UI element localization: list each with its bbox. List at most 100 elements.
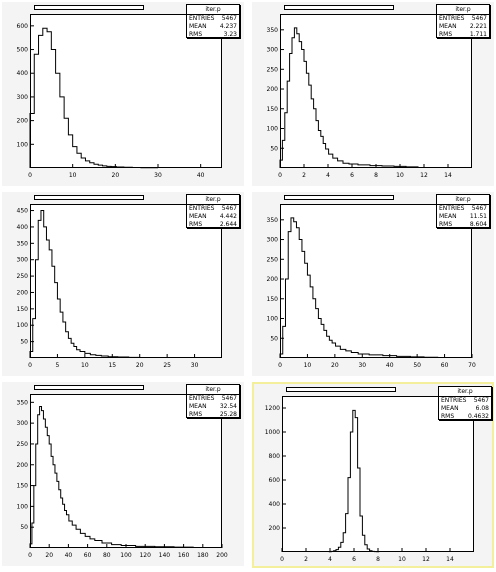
histogram-bin xyxy=(47,32,51,168)
x-tick-label: 0 xyxy=(28,362,32,369)
x-tick-label: 14 xyxy=(444,172,452,179)
histogram-bin xyxy=(64,118,68,168)
stats-mean-value: 2.221 xyxy=(469,23,487,30)
histogram-bin xyxy=(340,349,345,358)
x-tick-label: 120 xyxy=(139,552,151,559)
histogram-bin xyxy=(327,336,330,358)
histogram-bin xyxy=(112,545,122,548)
stats-mean-value: 6.08 xyxy=(475,405,489,412)
histogram-bin xyxy=(365,545,367,552)
x-tick-label: 2 xyxy=(302,172,306,179)
histogram-bin xyxy=(285,279,288,358)
x-tick-label: 30 xyxy=(154,172,162,179)
y-tick-label: 400 xyxy=(17,70,29,77)
histogram-bin xyxy=(336,550,338,552)
x-tick-label: 8 xyxy=(376,556,380,563)
y-tick-label: 50 xyxy=(20,524,28,531)
histogram-bin xyxy=(32,523,34,548)
histogram-plot: 0 10 20 30 40 100 200 300 400 500 600 xyxy=(17,23,205,179)
histogram-bin xyxy=(383,356,397,358)
histogram-bin xyxy=(397,356,411,358)
y-tick-label: 400 xyxy=(17,224,29,231)
histogram-bin xyxy=(290,53,292,168)
histogram-bin xyxy=(329,154,333,168)
histogram-bin xyxy=(72,525,76,548)
stats-box: iter.p ENTRIES 5467 MEAN 4.442 RMS 2.644 xyxy=(186,194,240,228)
x-tick-label: 200 xyxy=(216,552,228,559)
stats-rms-value: 3.23 xyxy=(223,31,237,38)
histogram-bin xyxy=(41,211,44,358)
stats-entries-value: 5467 xyxy=(221,395,237,402)
y-tick-label: 350 xyxy=(17,240,29,247)
x-tick-label: 40 xyxy=(386,362,394,369)
histogram-bin xyxy=(80,351,85,358)
histogram-bin xyxy=(45,427,47,548)
histogram-pad[interactable]: iter.p ENTRIES 5467 MEAN 32.54 RMS 25.28 0 20 40 6… xyxy=(2,382,244,566)
x-tick-label: 10 xyxy=(81,362,89,369)
stats-title: iter.p xyxy=(439,387,491,397)
histogram-bin xyxy=(360,516,362,552)
histogram-plot: 0 5 10 15 20 25 30 50 100 150 200 250 300 350 400 450 xyxy=(17,208,199,369)
stats-entries-label: ENTRIES xyxy=(441,397,467,404)
histogram-bin xyxy=(338,161,343,168)
y-tick-label: 50 xyxy=(270,335,278,342)
histogram-bin xyxy=(35,260,38,358)
histogram-title-box xyxy=(34,195,144,200)
histogram-pad[interactable]: iter.p ENTRIES 5467 MEAN 4.442 RMS 2.644 0 5 10 15… xyxy=(2,192,244,376)
histogram-bin xyxy=(61,498,63,548)
histogram-pad[interactable]: iter.p ENTRIES 5467 MEAN 4.237 RMS 3.23 0 10 20 30… xyxy=(2,2,244,186)
y-tick-label: 300 xyxy=(267,47,279,54)
histogram-bin xyxy=(324,330,327,358)
histogram-bin xyxy=(299,42,301,168)
histogram-bin xyxy=(355,418,357,552)
x-tick-label: 40 xyxy=(197,172,205,179)
stats-mean-row: MEAN 6.08 xyxy=(439,405,491,413)
histogram-title-box xyxy=(34,5,144,10)
stats-entries-label: ENTRIES xyxy=(189,395,215,402)
histogram-bin xyxy=(69,521,72,548)
histogram-bin xyxy=(124,167,133,168)
y-tick-label: 600 xyxy=(269,477,281,484)
stats-mean-label: MEAN xyxy=(439,23,457,30)
histogram-bin xyxy=(30,351,33,358)
stats-rms-value: 2.644 xyxy=(219,221,237,228)
plot-frame xyxy=(280,14,472,168)
histogram-bin xyxy=(57,481,59,548)
x-tick-label: 60 xyxy=(84,552,92,559)
histogram-plot: 0 10 20 30 40 50 60 70 50 100 150 200 250 300 350 xyxy=(267,217,476,369)
y-tick-label: 200 xyxy=(17,289,29,296)
histogram-bin xyxy=(285,113,287,168)
y-tick-label: 250 xyxy=(267,256,279,263)
histogram-bin xyxy=(294,28,296,168)
plot-frame xyxy=(30,204,222,358)
stats-entries-label: ENTRIES xyxy=(439,15,465,22)
histogram-title-box xyxy=(34,385,144,390)
histogram-bin xyxy=(81,158,85,168)
histogram-pad[interactable]: iter.p ENTRIES 5467 MEAN 2.221 RMS 1.711 0 2 4 6 8 1… xyxy=(252,2,494,186)
y-tick-label: 200 xyxy=(17,462,29,469)
histogram-bin xyxy=(111,167,116,168)
histogram-bin xyxy=(382,166,394,168)
histogram-bin xyxy=(291,218,294,358)
x-tick-label: 6 xyxy=(352,556,356,563)
histogram-bin xyxy=(30,114,34,168)
histogram-bin xyxy=(73,147,77,168)
histogram-pad[interactable]: iter.p ENTRIES 5467 MEAN 6.08 RMS 0.4632 0 2 4 6 8 1… xyxy=(252,382,494,568)
stats-rms-value: 1.711 xyxy=(469,31,487,38)
x-tick-label: 14 xyxy=(446,556,454,563)
histogram-bin xyxy=(370,166,382,168)
histogram-bin xyxy=(306,73,308,168)
histogram-bin xyxy=(350,432,352,552)
histogram-bin xyxy=(369,355,383,358)
x-tick-label: 0 xyxy=(280,556,284,563)
histogram-pad[interactable]: iter.p ENTRIES 5467 MEAN 11.51 RMS 8.604 0 10 20 3… xyxy=(252,192,494,376)
histogram-bin xyxy=(66,332,69,358)
x-tick-label: 30 xyxy=(191,362,199,369)
histogram-bin xyxy=(343,533,345,552)
histogram-bin xyxy=(47,436,49,548)
stats-rms-row: RMS 1.711 xyxy=(437,31,489,39)
x-tick-label: 4 xyxy=(328,556,332,563)
histogram-bin xyxy=(55,283,58,358)
stats-entries-label: ENTRIES xyxy=(439,205,465,212)
stats-mean-label: MEAN xyxy=(441,405,459,412)
